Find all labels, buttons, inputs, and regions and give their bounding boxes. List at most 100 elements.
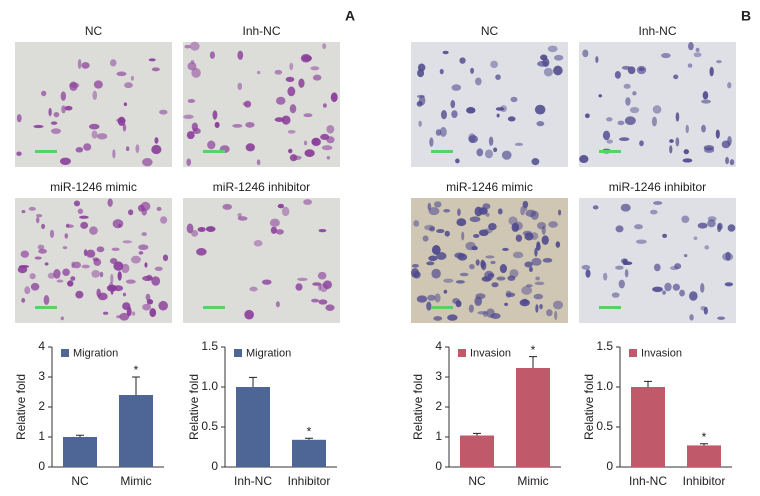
bar (236, 387, 270, 467)
cell (729, 159, 735, 166)
cell (456, 218, 467, 227)
cell (73, 200, 81, 207)
cell (237, 50, 244, 60)
cell (636, 65, 647, 75)
cell (606, 117, 613, 122)
cell (122, 292, 127, 297)
bar (63, 437, 97, 467)
cell (89, 226, 98, 235)
cell (117, 116, 126, 127)
legend-label: Invasion (470, 347, 511, 359)
cell (582, 49, 589, 58)
cell (131, 311, 136, 316)
cell (542, 257, 553, 263)
cell (162, 254, 169, 262)
cell (53, 269, 61, 279)
cell (79, 215, 89, 219)
cell (197, 227, 206, 232)
cell (41, 90, 47, 97)
cell (672, 283, 680, 291)
cell (303, 199, 313, 205)
cell (303, 140, 308, 146)
cell (207, 140, 216, 150)
y-tick-label: 3 (435, 369, 442, 383)
cell (34, 256, 42, 260)
cell (491, 282, 499, 288)
cell (418, 95, 426, 106)
cell (450, 100, 456, 109)
cell (222, 203, 233, 210)
cell (107, 198, 113, 207)
cell (37, 244, 45, 250)
cell (649, 209, 658, 215)
cell (21, 298, 26, 303)
cell (275, 229, 284, 235)
cell (512, 251, 524, 259)
cell (693, 236, 698, 240)
cell (413, 220, 420, 227)
y-tick-label: 0 (435, 459, 442, 473)
cell (701, 99, 711, 104)
cell (47, 272, 56, 279)
cell (639, 140, 644, 147)
cell (274, 69, 283, 75)
cell (653, 263, 661, 272)
cell (485, 212, 490, 217)
cell (38, 248, 47, 254)
x-tick-label: Inhibitor (683, 474, 726, 488)
cell (28, 206, 36, 211)
cell (427, 202, 432, 211)
cell (138, 251, 144, 255)
cell (418, 120, 422, 127)
cell (534, 281, 545, 286)
cell (326, 124, 335, 134)
cell (473, 234, 480, 238)
cell (431, 268, 441, 279)
cell (488, 222, 497, 231)
cell (196, 247, 207, 256)
cell (459, 272, 469, 277)
cell (468, 304, 474, 313)
cell (156, 206, 162, 211)
y-tick-label: 4 (38, 339, 45, 353)
cell (310, 66, 320, 71)
cell (662, 290, 666, 295)
cell (721, 140, 731, 149)
cell (514, 142, 524, 146)
cell (311, 298, 320, 303)
cell (301, 54, 313, 62)
cell (495, 107, 505, 111)
cell (683, 253, 688, 258)
cell (618, 137, 630, 142)
cell (521, 285, 533, 295)
cell (244, 309, 254, 320)
cell (242, 102, 247, 106)
cell (53, 112, 60, 118)
error-bar (644, 380, 652, 387)
cell (688, 42, 694, 51)
cell (653, 201, 663, 205)
y-axis-label: Relative fold (14, 374, 28, 440)
cell (426, 261, 435, 266)
cell (48, 107, 52, 117)
cell (451, 110, 458, 119)
significance: * (134, 363, 139, 377)
cell (509, 269, 519, 278)
cell (29, 273, 36, 280)
y-tick-label: 3 (38, 369, 45, 383)
panel-label: A (345, 8, 355, 24)
cell (715, 129, 720, 139)
cell (490, 60, 499, 69)
cell (64, 105, 73, 111)
cell (681, 215, 690, 223)
cell (189, 41, 200, 51)
y-tick-label: 1.0 (201, 379, 218, 393)
cell (159, 109, 168, 115)
cell (44, 262, 49, 266)
cell (186, 223, 194, 234)
x-tick-label: Inhibitor (288, 474, 331, 488)
cell (689, 291, 698, 301)
cell (502, 247, 509, 251)
cell (237, 82, 243, 91)
cell (531, 257, 542, 266)
